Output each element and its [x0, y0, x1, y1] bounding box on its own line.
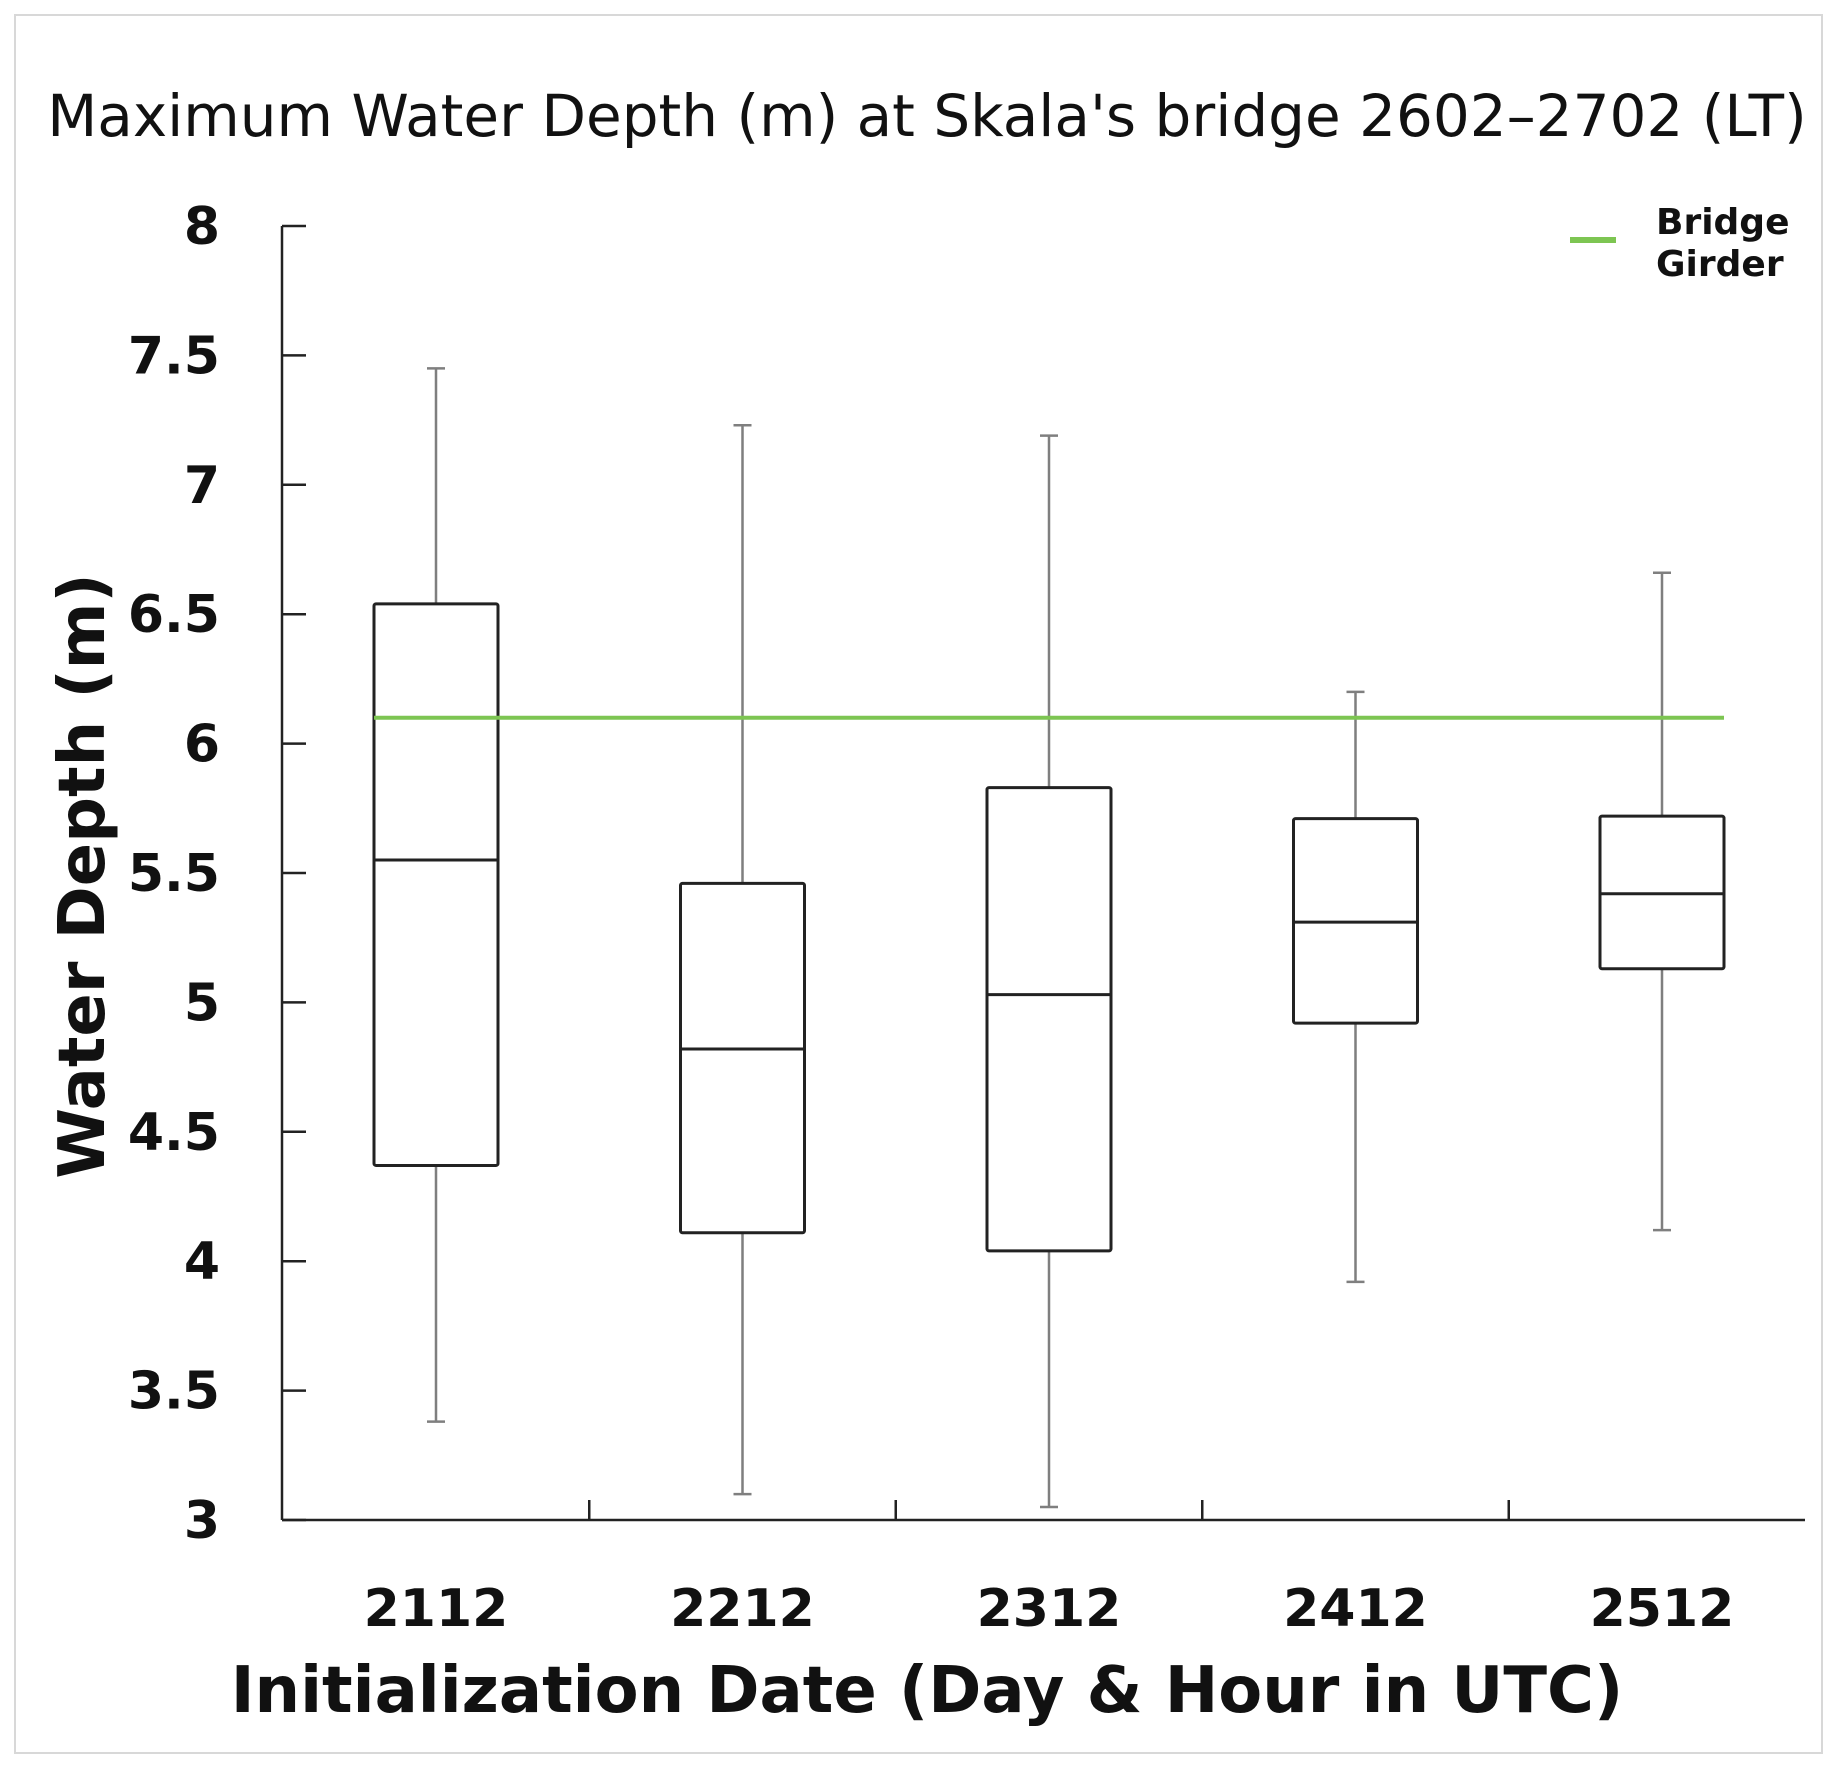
box-series	[372, 367, 1726, 1509]
y-tick-label: 8	[184, 197, 220, 257]
x-tick-label: 2212	[670, 1579, 815, 1639]
chart-title: Maximum Water Depth (m) at Skala's bridg…	[47, 82, 1806, 150]
axes	[280, 226, 1805, 1522]
y-tick-label: 4.5	[128, 1103, 220, 1163]
y-tick-label: 4	[184, 1232, 220, 1292]
y-tick-label: 7.5	[128, 326, 220, 386]
y-tick-label: 3.5	[128, 1362, 220, 1422]
y-tick-label: 5.5	[128, 844, 220, 904]
legend-label-line2: Girder	[1656, 244, 1784, 285]
x-axis-ticks: 2112 2212 2312 2412 2512	[364, 1500, 1735, 1639]
x-tick-label: 2512	[1590, 1579, 1735, 1639]
y-axis-label: Water Depth (m)	[46, 573, 120, 1178]
box-2212	[679, 424, 806, 1496]
box-2412	[1292, 690, 1419, 1284]
y-tick-label: 6.5	[128, 585, 220, 645]
x-tick-label: 2112	[364, 1579, 509, 1639]
y-tick-label: 7	[184, 456, 220, 516]
legend: Bridge Girder	[1570, 202, 1790, 285]
x-tick-label: 2312	[977, 1579, 1122, 1639]
x-tick-label: 2412	[1283, 1579, 1428, 1639]
iqr-box	[372, 602, 500, 1167]
box-2512	[1598, 571, 1726, 1232]
chart-frame	[14, 14, 1823, 1754]
y-tick-label: 5	[184, 973, 220, 1033]
y-tick-label: 3	[184, 1491, 220, 1551]
x-axis-label: Initialization Date (Day & Hour in UTC)	[231, 1654, 1624, 1728]
iqr-box	[679, 881, 806, 1235]
y-axis-ticks: 3 3.5 4 4.5 5 5.5 6 6.5 7 7.5 8	[128, 197, 306, 1551]
box-2312	[985, 434, 1113, 1509]
y-tick-label: 6	[184, 715, 220, 775]
iqr-box	[985, 786, 1113, 1253]
legend-label-line1: Bridge	[1656, 202, 1790, 243]
box-2112	[372, 367, 500, 1423]
